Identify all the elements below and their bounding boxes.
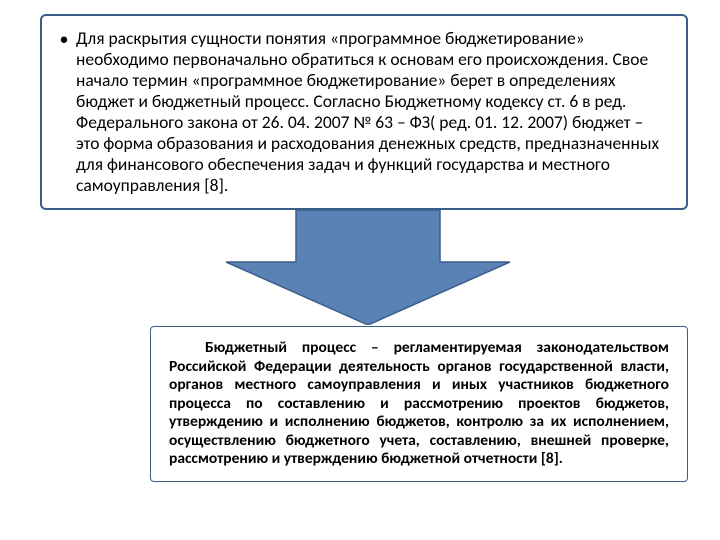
definition-box-top: • Для раскрытия сущности понятия «програ… (40, 14, 688, 210)
top-paragraph: Для раскрытия сущности понятия «программ… (76, 28, 670, 196)
bullet-marker: • (52, 28, 76, 196)
definition-box-bottom: Бюджетный процесс – регламентируемая зак… (150, 326, 688, 482)
arrow-down-icon (226, 210, 510, 325)
bottom-paragraph: Бюджетный процесс – регламентируемая зак… (169, 339, 669, 469)
down-arrow (226, 210, 510, 325)
